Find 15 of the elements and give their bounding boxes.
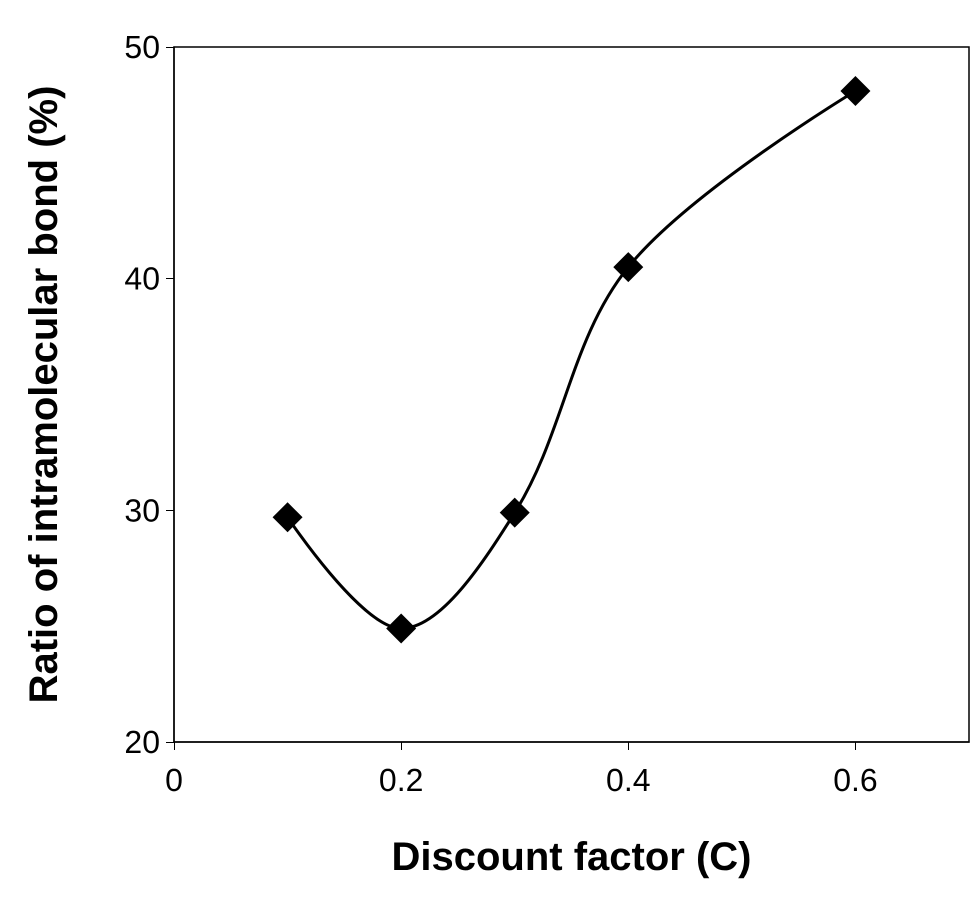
y-tick-label: 50 — [124, 29, 160, 65]
point — [272, 502, 303, 532]
y-tick-label: 40 — [124, 260, 160, 297]
y-tick-label: 30 — [124, 492, 160, 528]
x-tick-label: 0.4 — [606, 762, 651, 798]
point — [613, 252, 644, 282]
x-tick-label: 0.2 — [378, 762, 424, 798]
point — [386, 613, 416, 644]
point — [840, 76, 870, 106]
y-tick-label: 20 — [124, 724, 160, 760]
y-axis-title: Ratio of intramolecular bond (%) — [22, 86, 66, 704]
point — [500, 498, 530, 528]
x-tick-label: 0 — [165, 762, 183, 798]
x-axis-title: Discount factor (C) — [392, 835, 752, 879]
x-tick-label: 0.6 — [833, 762, 878, 798]
